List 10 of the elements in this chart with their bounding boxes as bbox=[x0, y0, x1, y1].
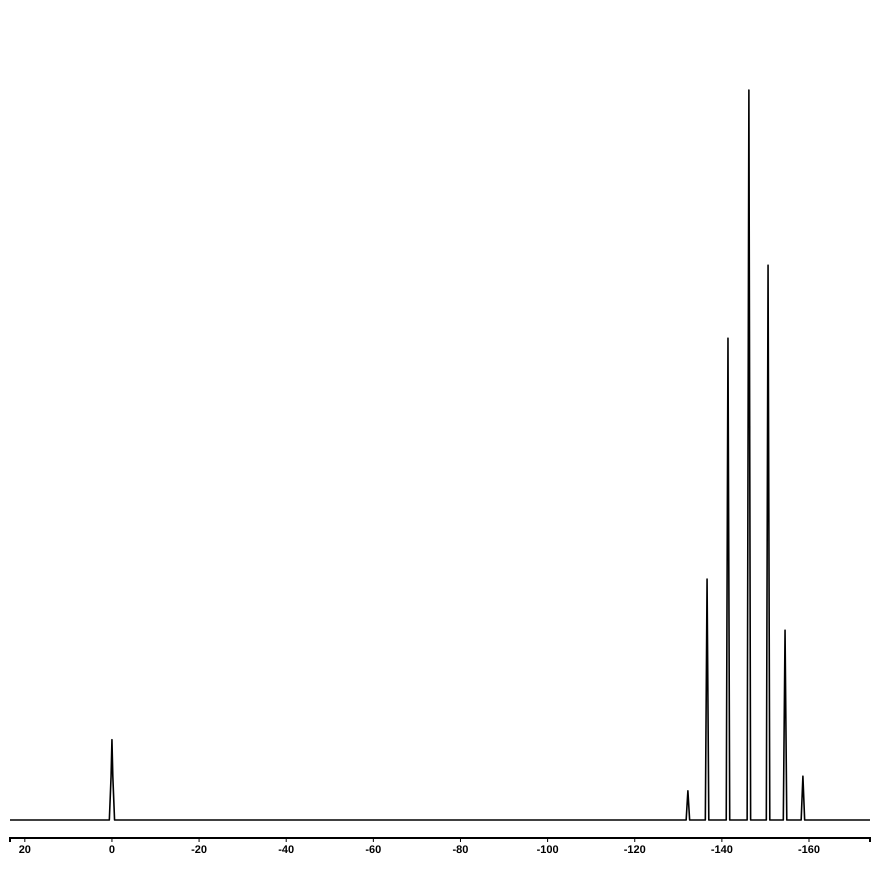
x-tick-label: -100 bbox=[536, 844, 559, 856]
x-tick-label: -140 bbox=[710, 844, 733, 856]
x-tick-label: -60 bbox=[365, 844, 382, 856]
x-tick-label: -20 bbox=[191, 844, 208, 856]
x-tick-label: -40 bbox=[278, 844, 294, 856]
x-tick-label: -80 bbox=[452, 844, 468, 856]
x-tick-label: 20 bbox=[18, 844, 31, 856]
x-tick-label: -160 bbox=[798, 844, 820, 856]
x-tick-label: 0 bbox=[108, 844, 116, 856]
x-tick-label: -120 bbox=[624, 844, 646, 856]
